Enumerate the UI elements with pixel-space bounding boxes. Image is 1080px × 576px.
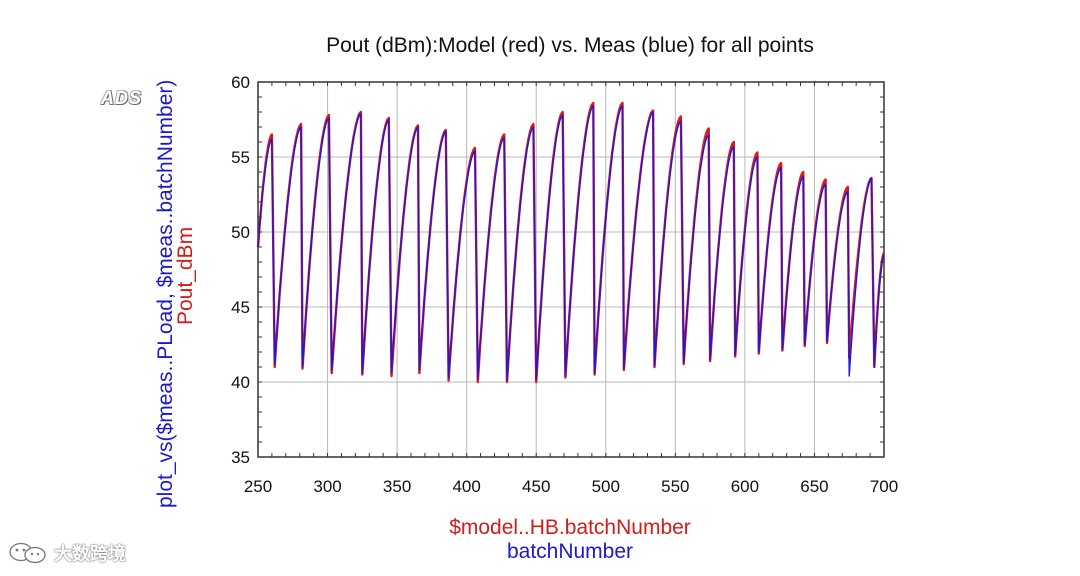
x-tick-label: 700 bbox=[870, 477, 898, 496]
plot-frame bbox=[257, 81, 885, 458]
watermark: 大数跨境 bbox=[8, 540, 126, 566]
x-tick-label: 250 bbox=[244, 477, 272, 496]
x-axis-label-meas: batchNumber bbox=[506, 540, 634, 563]
wechat-bubble-icon bbox=[9, 542, 46, 564]
y-tick-label: 45 bbox=[231, 298, 250, 317]
y-tick-label: 40 bbox=[231, 373, 250, 392]
x-tick-label: 300 bbox=[313, 477, 341, 496]
x-tick-label: 500 bbox=[592, 477, 620, 496]
x-tick-label: 450 bbox=[522, 477, 550, 496]
x-tick-label: 400 bbox=[452, 477, 480, 496]
x-tick-label: 350 bbox=[383, 477, 411, 496]
y-tick-label: 55 bbox=[231, 148, 250, 167]
x-tick-label: 600 bbox=[731, 477, 759, 496]
x-axis-label-model: $model..HB.batchNumber bbox=[449, 516, 691, 539]
y-tick-label: 50 bbox=[231, 223, 250, 242]
series-line-meas bbox=[257, 105, 885, 382]
y-tick-label: 60 bbox=[231, 73, 250, 92]
x-tick-label: 550 bbox=[661, 477, 689, 496]
watermark-text: 大数跨境 bbox=[54, 544, 126, 564]
x-tick-label: 650 bbox=[800, 477, 828, 496]
chart-title: Pout (dBm):Model (red) vs. Meas (blue) f… bbox=[326, 34, 814, 57]
ads-logo: ADS bbox=[101, 88, 143, 108]
y-tick-label: 35 bbox=[231, 448, 250, 467]
